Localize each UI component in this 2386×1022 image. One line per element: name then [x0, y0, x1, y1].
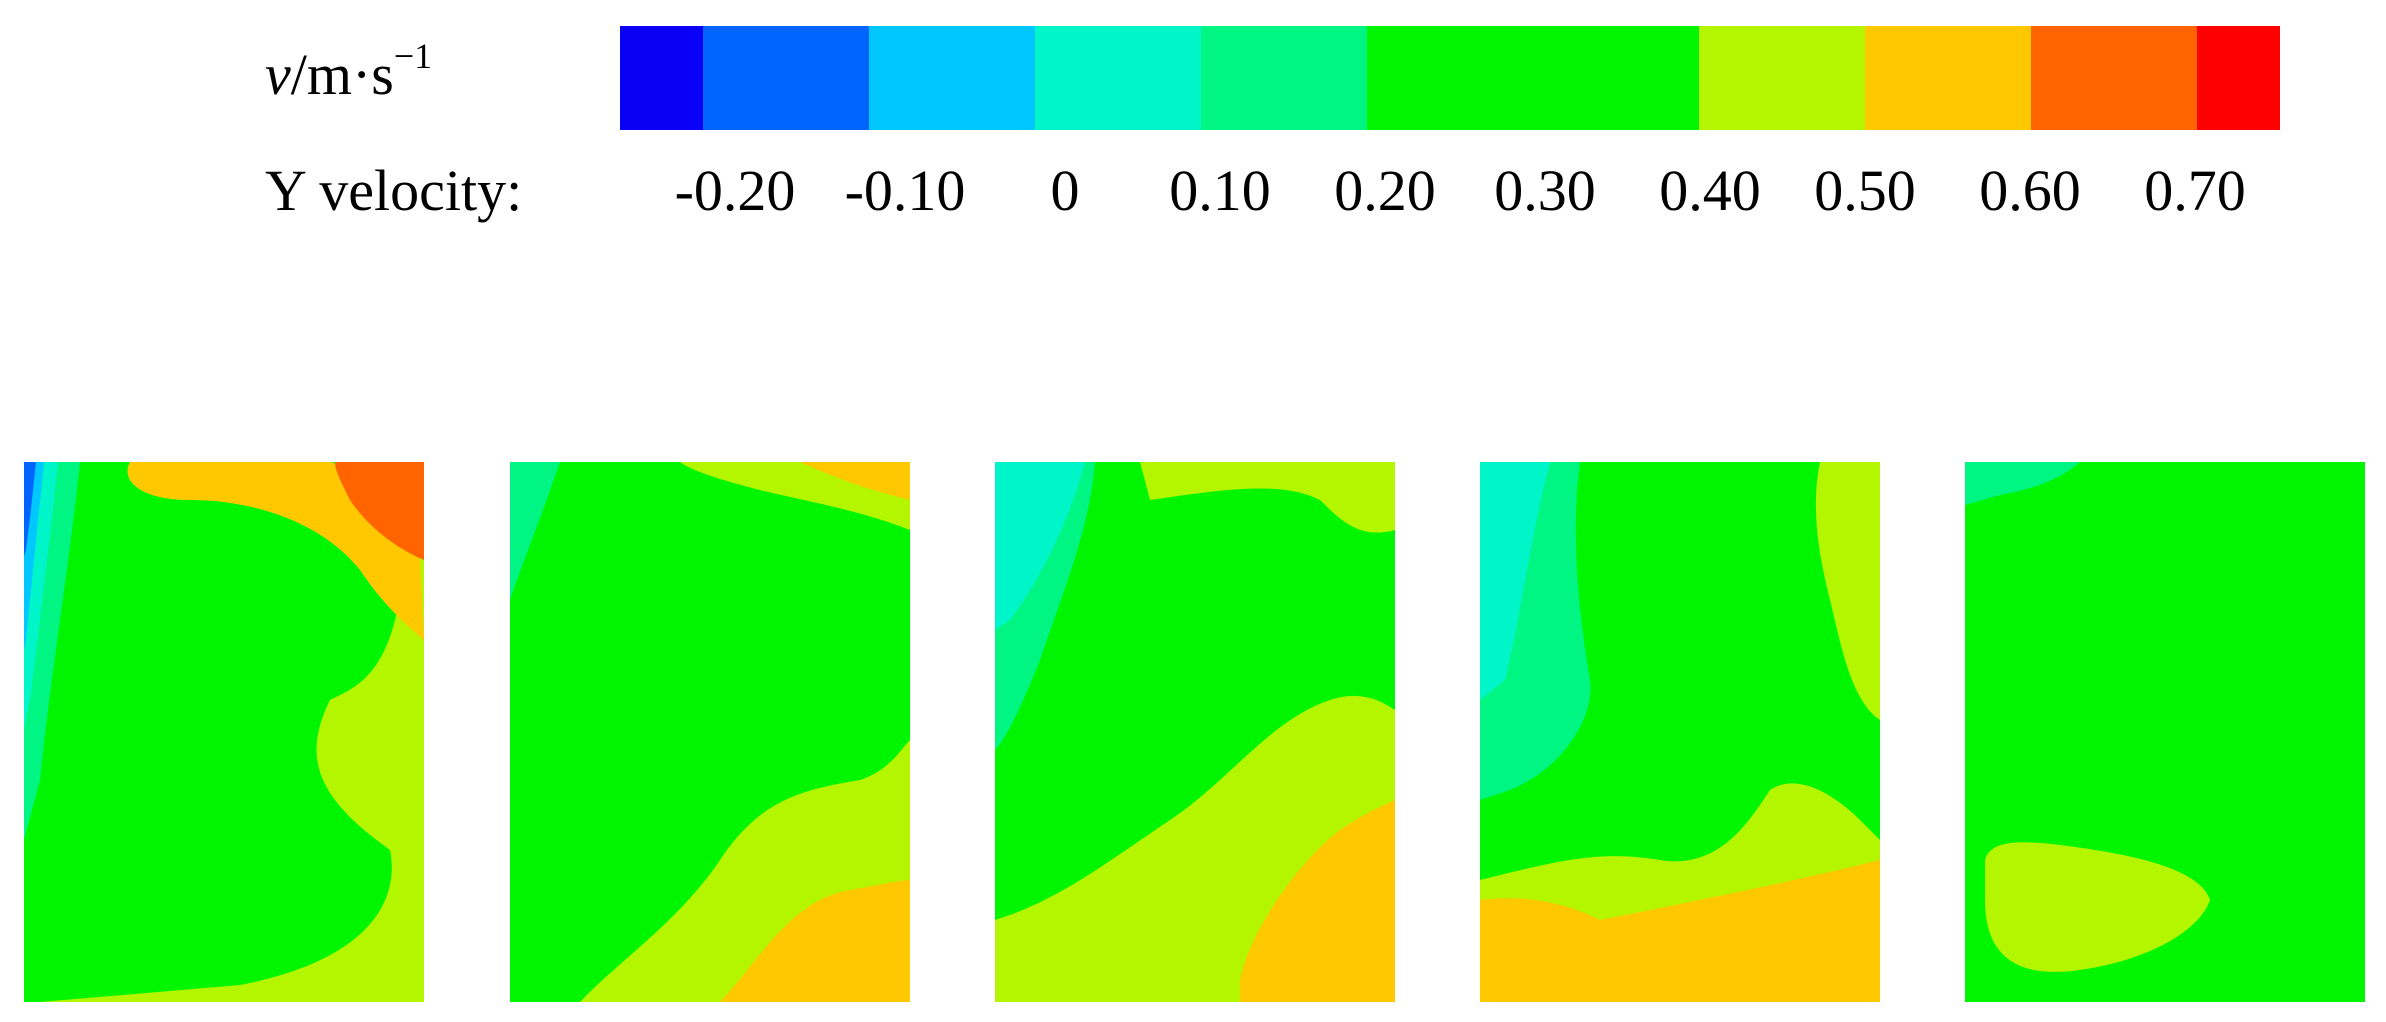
legend-unit: /m·s: [290, 42, 394, 107]
colorbar-band-4: [1035, 26, 1201, 130]
colorbar-tick-label: -0.20: [674, 158, 796, 223]
region-orange-yellow: [800, 462, 910, 500]
contour-panel-1: [24, 462, 424, 1002]
region-orange-yellow: [720, 880, 910, 1002]
contour-panel-4: [1480, 462, 1880, 1002]
region-blue: [24, 462, 36, 556]
region-orange-yellow: [1240, 800, 1395, 1002]
region-cyan: [1480, 462, 1550, 700]
contour-panel-3: [995, 462, 1395, 1002]
colorbar-tick-label: 0: [1050, 158, 1080, 223]
region-orange-yellow: [1480, 860, 1880, 1002]
region-yellow-green: [1140, 462, 1395, 533]
region-green: [24, 462, 405, 1002]
colorbar-band-2: [703, 26, 869, 130]
colorbar-tick-label: 0.40: [1659, 158, 1761, 223]
colorbar-band-3: [869, 26, 1035, 130]
colorbar-tick-label: 0.60: [1979, 158, 2081, 223]
colorbar-ticks: -0.20 -0.10 0 0.10 0.20 0.30 0.40 0.50 0.60 0.70: [0, 162, 2386, 232]
colorbar-tick-label: 0.10: [1169, 158, 1271, 223]
contour-panel-5: [1965, 462, 2365, 1002]
colorbar-band-1: [620, 26, 703, 130]
region-aqua-green: [510, 462, 560, 600]
colorbar-band-6: [1367, 26, 1699, 130]
legend-unit-exponent: −1: [393, 36, 433, 76]
colorbar-band-9: [2031, 26, 2197, 130]
colorbar-band-5: [1201, 26, 1367, 130]
legend-unit-title: v/m·s−1: [265, 38, 432, 104]
colorbar-tick-label: 0.20: [1334, 158, 1436, 223]
region-orange: [335, 462, 424, 560]
legend-label: Y velocity:: [265, 158, 523, 223]
colorbar-tick-label: 0.50: [1814, 158, 1916, 223]
region-orange-yellow: [127, 462, 424, 640]
colorbar-tick-label: 0.30: [1494, 158, 1596, 223]
legend-symbol: v: [265, 42, 291, 107]
region-yellow-green: [1985, 842, 2210, 972]
region-yellow-green: [1815, 462, 1880, 720]
colorbar-band-7: [1699, 26, 1865, 130]
contour-panel-2: [510, 462, 910, 1002]
colorbar-band-10: [2197, 26, 2280, 130]
region-aqua-green: [1965, 462, 2080, 505]
colorbar: [620, 26, 2280, 130]
region-cyan: [995, 462, 1085, 630]
colorbar-tick-label: 0.70: [2144, 158, 2246, 223]
colorbar-tick-label: -0.10: [844, 158, 966, 223]
colorbar-band-8: [1865, 26, 2031, 130]
